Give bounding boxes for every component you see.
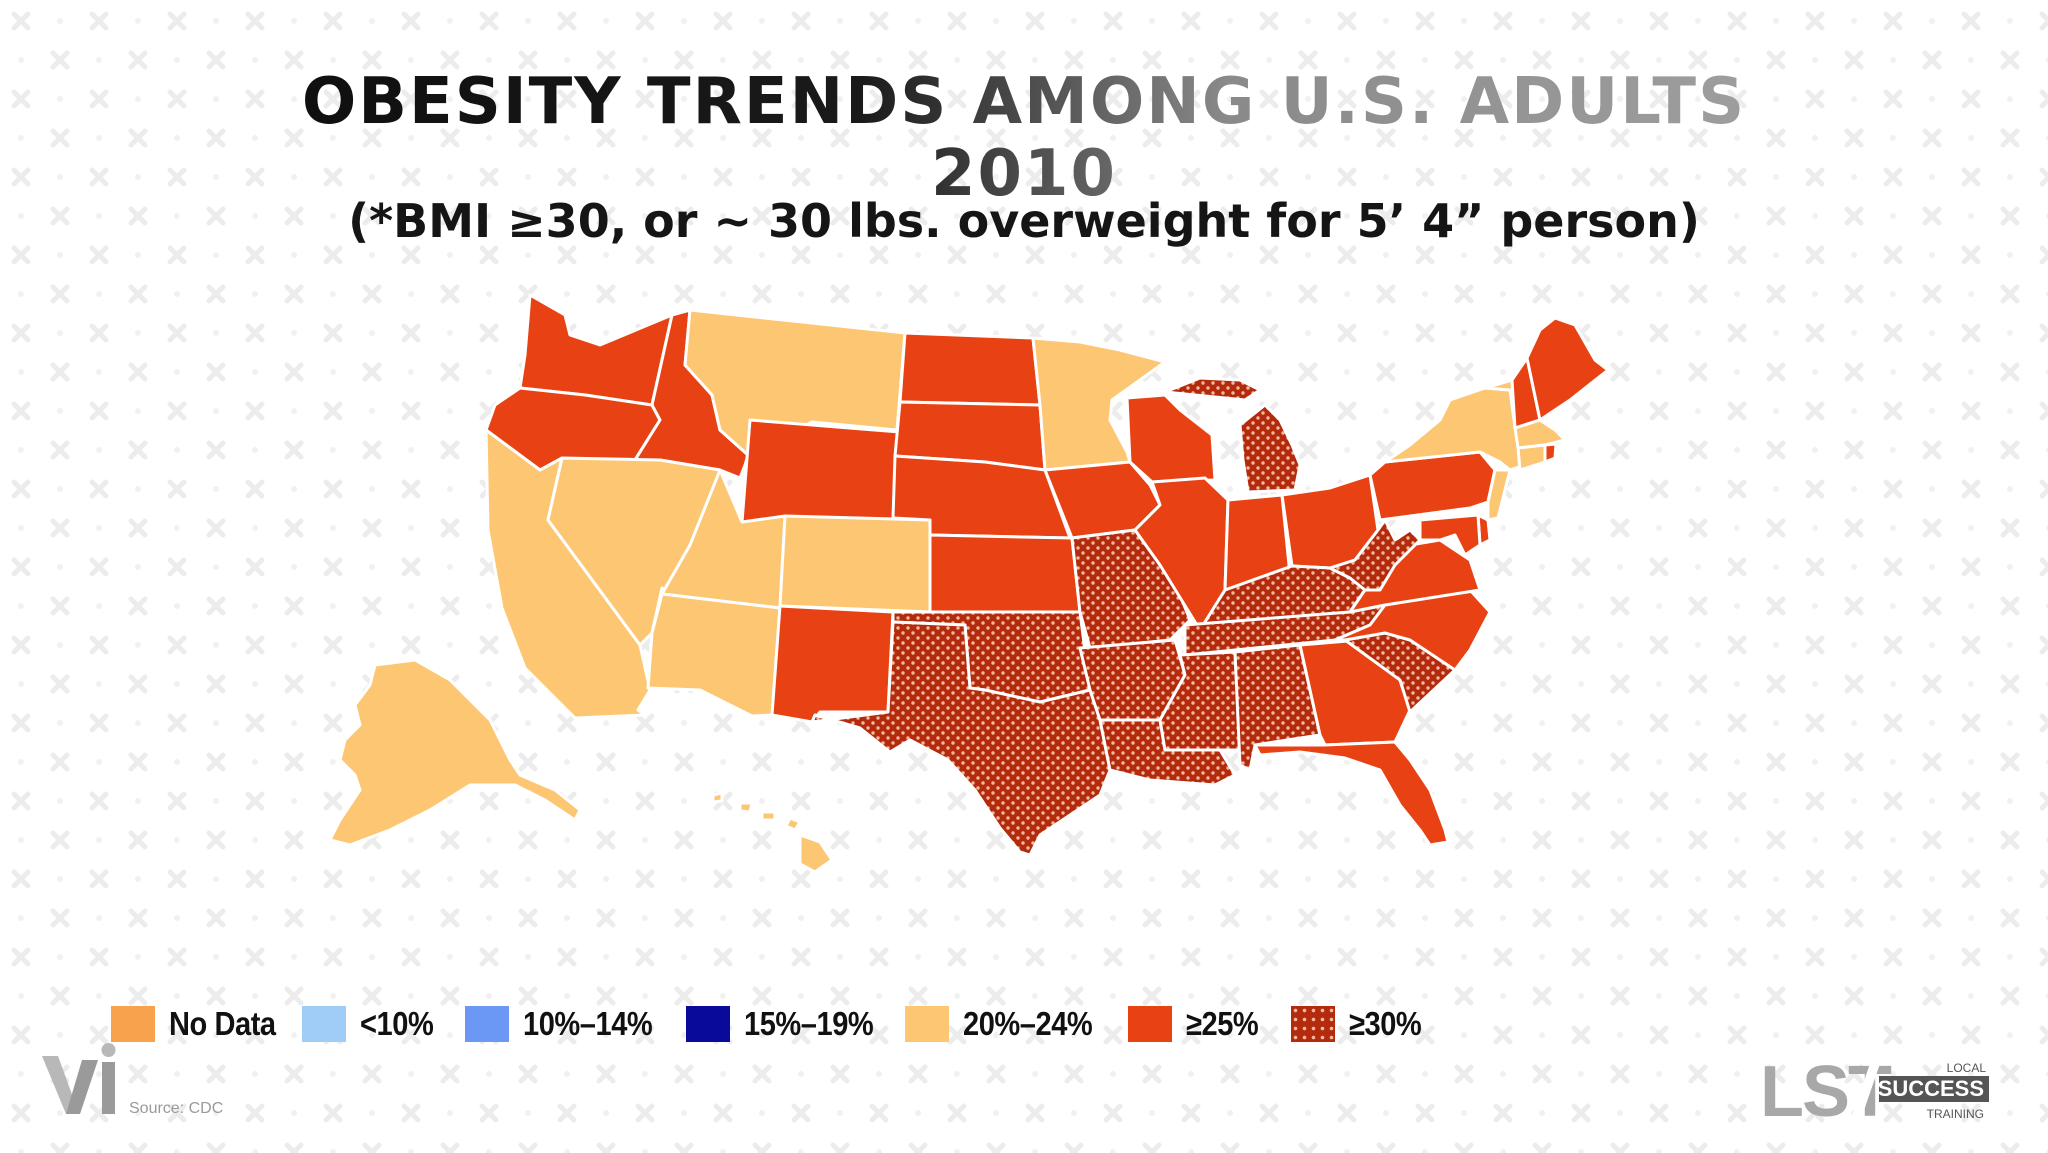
legend-swatch-20-24 — [905, 1006, 949, 1042]
legend-label: 15%–19% — [744, 1005, 874, 1042]
legend-item-lt10: <10% — [302, 1002, 443, 1046]
page-title: OBESITY TRENDS AMONG U.S. ADULTS — [0, 62, 2048, 142]
page-title-year: 2010 — [0, 136, 2048, 212]
state-MA[interactable] — [1513, 418, 1567, 450]
legend-swatch-30 — [1291, 1006, 1335, 1042]
legend-swatch-lt10 — [302, 1006, 346, 1042]
state-NC[interactable] — [1333, 588, 1492, 672]
lst-logo-training: TRAINING — [1927, 1107, 1984, 1121]
legend-item-no-data: No Data — [111, 1002, 290, 1046]
map-legend: No Data <10% 10%–14% 15%–19% 20%–24% ≥25… — [0, 1002, 2048, 1046]
legend-label: <10% — [360, 1005, 434, 1042]
state-TX[interactable] — [810, 620, 1112, 857]
state-FL[interactable] — [1253, 740, 1450, 847]
state-NV[interactable] — [546, 456, 722, 647]
lst-logo: LST LOCAL SUCCESS TRAINING — [1760, 1052, 1989, 1126]
state-CO[interactable] — [778, 514, 932, 614]
legend-label: ≥30% — [1349, 1005, 1422, 1042]
legend-label: ≥25% — [1186, 1005, 1259, 1042]
state-MI[interactable] — [1163, 376, 1302, 494]
state-MD[interactable] — [1418, 513, 1482, 557]
state-ND[interactable] — [898, 331, 1042, 407]
state-CT[interactable] — [1516, 443, 1547, 472]
state-WV[interactable] — [1328, 518, 1422, 592]
legend-item-15-19: 15%–19% — [686, 1002, 891, 1046]
source-caption: Source: CDC — [129, 1100, 224, 1117]
page-subtitle: (*BMI ≥30, or ~ 30 lbs. overweight for 5… — [348, 194, 1700, 248]
vi-logo — [42, 1043, 116, 1114]
legend-label: 10%–14% — [523, 1005, 653, 1042]
state-KS[interactable] — [928, 533, 1082, 614]
state-NJ[interactable] — [1486, 468, 1512, 522]
state-WI[interactable] — [1125, 393, 1217, 484]
legend-label: No Data — [169, 1005, 276, 1042]
legend-item-25: ≥25% — [1128, 1002, 1268, 1046]
legend-item-30: ≥30% — [1291, 1002, 1431, 1046]
state-ME[interactable] — [1525, 316, 1610, 422]
legend-item-10-14: 10%–14% — [465, 1002, 670, 1046]
lst-logo-local: LOCAL — [1947, 1061, 1987, 1075]
legend-label: 20%–24% — [963, 1005, 1093, 1042]
state-AZ[interactable] — [646, 592, 782, 718]
legend-swatch-25 — [1128, 1006, 1172, 1042]
legend-swatch-no-data — [111, 1006, 155, 1042]
legend-swatch-15-19 — [686, 1006, 730, 1042]
state-NM[interactable] — [770, 604, 895, 724]
legend-item-20-24: 20%–24% — [905, 1002, 1110, 1046]
lst-logo-success: SUCCESS — [1878, 1076, 1984, 1101]
legend-swatch-10-14 — [465, 1006, 509, 1042]
state-RI[interactable] — [1543, 442, 1558, 464]
state-AK[interactable] — [328, 658, 582, 847]
state-HI[interactable] — [711, 791, 834, 874]
state-MN[interactable] — [1031, 336, 1167, 472]
state-WA[interactable] — [518, 293, 674, 407]
